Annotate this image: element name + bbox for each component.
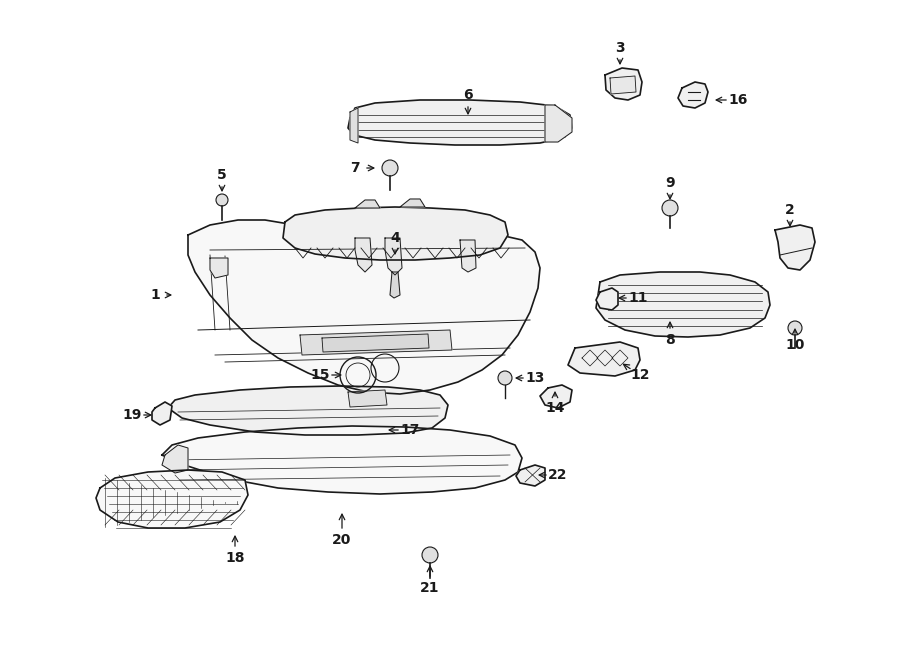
Polygon shape xyxy=(168,386,448,435)
Circle shape xyxy=(498,371,512,385)
Circle shape xyxy=(382,160,398,176)
Polygon shape xyxy=(96,470,248,528)
Circle shape xyxy=(662,200,678,216)
Text: 10: 10 xyxy=(786,338,805,352)
Polygon shape xyxy=(355,200,380,208)
Text: 19: 19 xyxy=(122,408,141,422)
Polygon shape xyxy=(283,207,508,260)
Polygon shape xyxy=(355,238,372,272)
Polygon shape xyxy=(188,220,540,394)
Polygon shape xyxy=(545,105,572,142)
Text: 3: 3 xyxy=(616,41,625,55)
Text: 4: 4 xyxy=(390,231,400,245)
Text: 1: 1 xyxy=(150,288,160,302)
Circle shape xyxy=(216,194,228,206)
Polygon shape xyxy=(775,225,815,270)
Polygon shape xyxy=(540,385,572,408)
Text: 6: 6 xyxy=(464,88,472,102)
Polygon shape xyxy=(152,402,172,425)
Polygon shape xyxy=(400,199,425,207)
Polygon shape xyxy=(516,465,545,486)
Polygon shape xyxy=(348,100,572,145)
Text: 5: 5 xyxy=(217,168,227,182)
Polygon shape xyxy=(390,272,400,298)
Text: 22: 22 xyxy=(548,468,568,482)
Text: 12: 12 xyxy=(630,368,650,382)
Text: 14: 14 xyxy=(545,401,565,415)
Text: 16: 16 xyxy=(728,93,748,107)
Text: 2: 2 xyxy=(785,203,795,217)
Text: 8: 8 xyxy=(665,333,675,347)
Text: 15: 15 xyxy=(310,368,329,382)
Text: 13: 13 xyxy=(526,371,544,385)
Polygon shape xyxy=(605,68,642,100)
Text: 18: 18 xyxy=(225,551,245,565)
Text: 11: 11 xyxy=(628,291,648,305)
Polygon shape xyxy=(596,288,618,310)
Circle shape xyxy=(788,321,802,335)
Polygon shape xyxy=(610,76,636,94)
Text: 21: 21 xyxy=(420,581,440,595)
Text: 17: 17 xyxy=(400,423,419,437)
Polygon shape xyxy=(162,445,188,473)
Polygon shape xyxy=(460,240,476,272)
Polygon shape xyxy=(596,272,770,337)
Polygon shape xyxy=(678,82,708,108)
Text: 20: 20 xyxy=(332,533,352,547)
Text: 9: 9 xyxy=(665,176,675,190)
Polygon shape xyxy=(322,334,429,352)
Polygon shape xyxy=(348,390,387,407)
Polygon shape xyxy=(300,330,452,355)
Polygon shape xyxy=(568,342,640,376)
Polygon shape xyxy=(162,426,522,494)
Polygon shape xyxy=(210,258,228,278)
Polygon shape xyxy=(350,108,358,143)
Polygon shape xyxy=(385,238,402,275)
Circle shape xyxy=(422,547,438,563)
Text: 7: 7 xyxy=(350,161,360,175)
